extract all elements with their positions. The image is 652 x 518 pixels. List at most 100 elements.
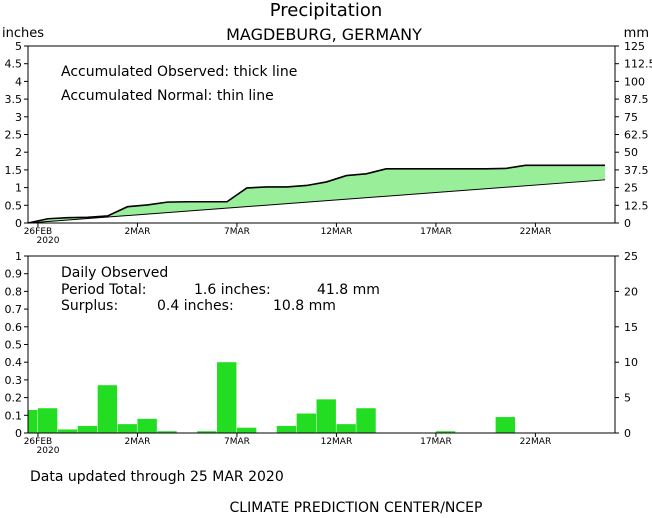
daily-bar bbox=[197, 431, 217, 433]
accumulated-y2-tick-label: 75 bbox=[624, 111, 638, 124]
period-total-inches: 1.6 inches: bbox=[194, 282, 271, 298]
daily-y2-tick-label: 10 bbox=[624, 356, 638, 369]
accumulated-year-label: 2020 bbox=[37, 236, 60, 246]
surplus-label: Surplus: bbox=[61, 298, 118, 314]
daily-y-axis-right: 0 5 10 15 20 25 bbox=[615, 250, 638, 440]
period-total-label: Period Total: bbox=[61, 282, 147, 298]
accumulated-normal-line bbox=[27, 179, 606, 224]
accumulated-y-tick-label: 4.5 bbox=[5, 58, 23, 71]
accumulated-x-axis: 26FEB 2MAR 7MAR 12MAR 17MAR 22MAR bbox=[24, 223, 552, 237]
daily-y-tick-label: 0.8 bbox=[5, 285, 23, 298]
accumulated-y2-tick-label: 12.5 bbox=[624, 199, 649, 212]
daily-y-tick-label: 0.7 bbox=[5, 303, 23, 316]
daily-bar bbox=[276, 425, 297, 433]
daily-bar bbox=[117, 424, 137, 433]
accumulated-x-tick-label: 2MAR bbox=[124, 227, 150, 237]
daily-bar bbox=[157, 431, 177, 433]
daily-bar bbox=[336, 424, 356, 433]
daily-y-tick-label: 0 bbox=[15, 427, 22, 440]
daily-bar bbox=[217, 362, 237, 433]
accumulated-y2-tick-label: 112.5 bbox=[624, 58, 652, 71]
daily-y-tick-label: 0.6 bbox=[5, 321, 23, 334]
accumulated-y-tick-label: 1 bbox=[15, 182, 22, 195]
chart-subtitle: MAGDEBURG, GERMANY bbox=[226, 25, 422, 44]
daily-x-axis: 26FEB 2MAR 7MAR 12MAR 17MAR 22MAR bbox=[24, 433, 552, 447]
accumulated-y2-tick-label: 100 bbox=[624, 75, 645, 88]
daily-y2-tick-label: 25 bbox=[624, 250, 638, 263]
daily-panel: 0 0.1 0.2 0.3 0.4 0.5 0.6 0.7 0.8 0.9 1 0 5 10 15 20 25… bbox=[5, 250, 639, 456]
daily-y2-tick-label: 15 bbox=[624, 321, 638, 334]
daily-y2-tick-label: 0 bbox=[624, 427, 631, 440]
accumulated-y2-tick-label: 125 bbox=[624, 40, 645, 53]
period-total-mm: 41.8 mm bbox=[317, 282, 380, 298]
daily-observed-note: Daily Observed bbox=[61, 265, 168, 281]
daily-y-tick-label: 0.4 bbox=[5, 356, 23, 369]
accumulated-y-axis-left: 0 0.5 1 1.5 2 2.5 3 3.5 4 4.5 5 bbox=[5, 40, 28, 230]
daily-y-tick-label: 1 bbox=[15, 250, 22, 263]
accumulated-y-tick-label: 3 bbox=[15, 111, 22, 124]
chart-title: Precipitation bbox=[270, 0, 383, 21]
daily-bar bbox=[57, 429, 78, 433]
daily-bar bbox=[77, 425, 98, 433]
accumulated-frame bbox=[27, 45, 616, 224]
accumulated-y2-tick-label: 62.5 bbox=[624, 129, 649, 142]
daily-y-tick-label: 0.1 bbox=[5, 409, 23, 422]
credit-note: CLIMATE PREDICTION CENTER/NCEP bbox=[230, 500, 483, 516]
daily-y-tick-label: 0.9 bbox=[5, 268, 23, 281]
accumulated-y2-tick-label: 50 bbox=[624, 146, 638, 159]
accumulated-y-tick-label: 0 bbox=[15, 217, 22, 230]
accumulated-normal-note: Accumulated Normal: thin line bbox=[61, 88, 274, 104]
daily-bar bbox=[435, 431, 456, 433]
daily-bar bbox=[495, 417, 516, 433]
daily-bars bbox=[28, 362, 516, 433]
daily-x-tick-label: 12MAR bbox=[321, 437, 353, 447]
daily-y-axis-left: 0 0.1 0.2 0.3 0.4 0.5 0.6 0.7 0.8 0.9 1 bbox=[5, 250, 28, 440]
left-unit-label: inches bbox=[2, 26, 44, 41]
accumulated-y2-tick-label: 37.5 bbox=[624, 164, 649, 177]
accumulated-y-tick-label: 2 bbox=[15, 146, 22, 159]
accumulated-y-tick-label: 5 bbox=[15, 40, 22, 53]
accumulated-x-tick-label: 7MAR bbox=[224, 227, 250, 237]
accumulated-panel: 0 0.5 1 1.5 2 2.5 3 3.5 4 4.5 5 0 12.5 25 37.5 50 62.5 7… bbox=[5, 40, 652, 246]
accumulated-y-tick-label: 1.5 bbox=[5, 164, 23, 177]
accumulated-y-tick-label: 0.5 bbox=[5, 199, 23, 212]
daily-bar bbox=[356, 408, 376, 433]
daily-x-tick-label: 22MAR bbox=[520, 437, 552, 447]
daily-bar bbox=[236, 427, 257, 433]
daily-x-tick-label: 17MAR bbox=[420, 437, 452, 447]
accumulated-x-tick-label: 17MAR bbox=[420, 227, 452, 237]
data-updated-note: Data updated through 25 MAR 2020 bbox=[30, 469, 284, 485]
right-unit-label: mm bbox=[624, 26, 649, 41]
daily-x-tick-label: 7MAR bbox=[224, 437, 250, 447]
accumulated-y-tick-label: 4 bbox=[15, 75, 22, 88]
daily-bar bbox=[97, 385, 118, 433]
accumulated-y2-tick-label: 0 bbox=[624, 217, 631, 230]
accumulated-x-tick-label: 26FEB bbox=[24, 227, 53, 237]
accumulated-x-tick-label: 22MAR bbox=[520, 227, 552, 237]
daily-bar bbox=[37, 408, 58, 433]
daily-bar bbox=[28, 409, 38, 433]
surplus-inches: 0.4 inches: bbox=[157, 298, 234, 314]
daily-y-tick-label: 0.2 bbox=[5, 392, 23, 405]
daily-y2-tick-label: 20 bbox=[624, 285, 638, 298]
accumulated-x-tick-label: 12MAR bbox=[321, 227, 353, 237]
accumulated-y-tick-label: 3.5 bbox=[5, 93, 23, 106]
daily-y-tick-label: 0.3 bbox=[5, 374, 23, 387]
daily-bar bbox=[137, 418, 157, 433]
accumulated-y-axis-right: 0 12.5 25 37.5 50 62.5 75 87.5 100 112.5 125 bbox=[615, 40, 652, 230]
daily-bar bbox=[316, 399, 336, 433]
accumulated-y-tick-label: 2.5 bbox=[5, 129, 23, 142]
accumulated-observed-line bbox=[27, 164, 606, 224]
daily-y2-tick-label: 5 bbox=[624, 392, 631, 405]
accumulated-surplus-area bbox=[28, 165, 606, 223]
daily-x-tick-label: 2MAR bbox=[124, 437, 150, 447]
accumulated-y2-tick-label: 25 bbox=[624, 182, 638, 195]
daily-bar bbox=[296, 413, 317, 433]
daily-x-tick-label: 26FEB bbox=[24, 437, 53, 447]
surplus-mm: 10.8 mm bbox=[273, 298, 336, 314]
daily-year-label: 2020 bbox=[37, 446, 60, 456]
daily-y-tick-label: 0.5 bbox=[5, 339, 23, 352]
accumulated-observed-note: Accumulated Observed: thick line bbox=[61, 64, 297, 80]
daily-frame bbox=[27, 255, 616, 434]
